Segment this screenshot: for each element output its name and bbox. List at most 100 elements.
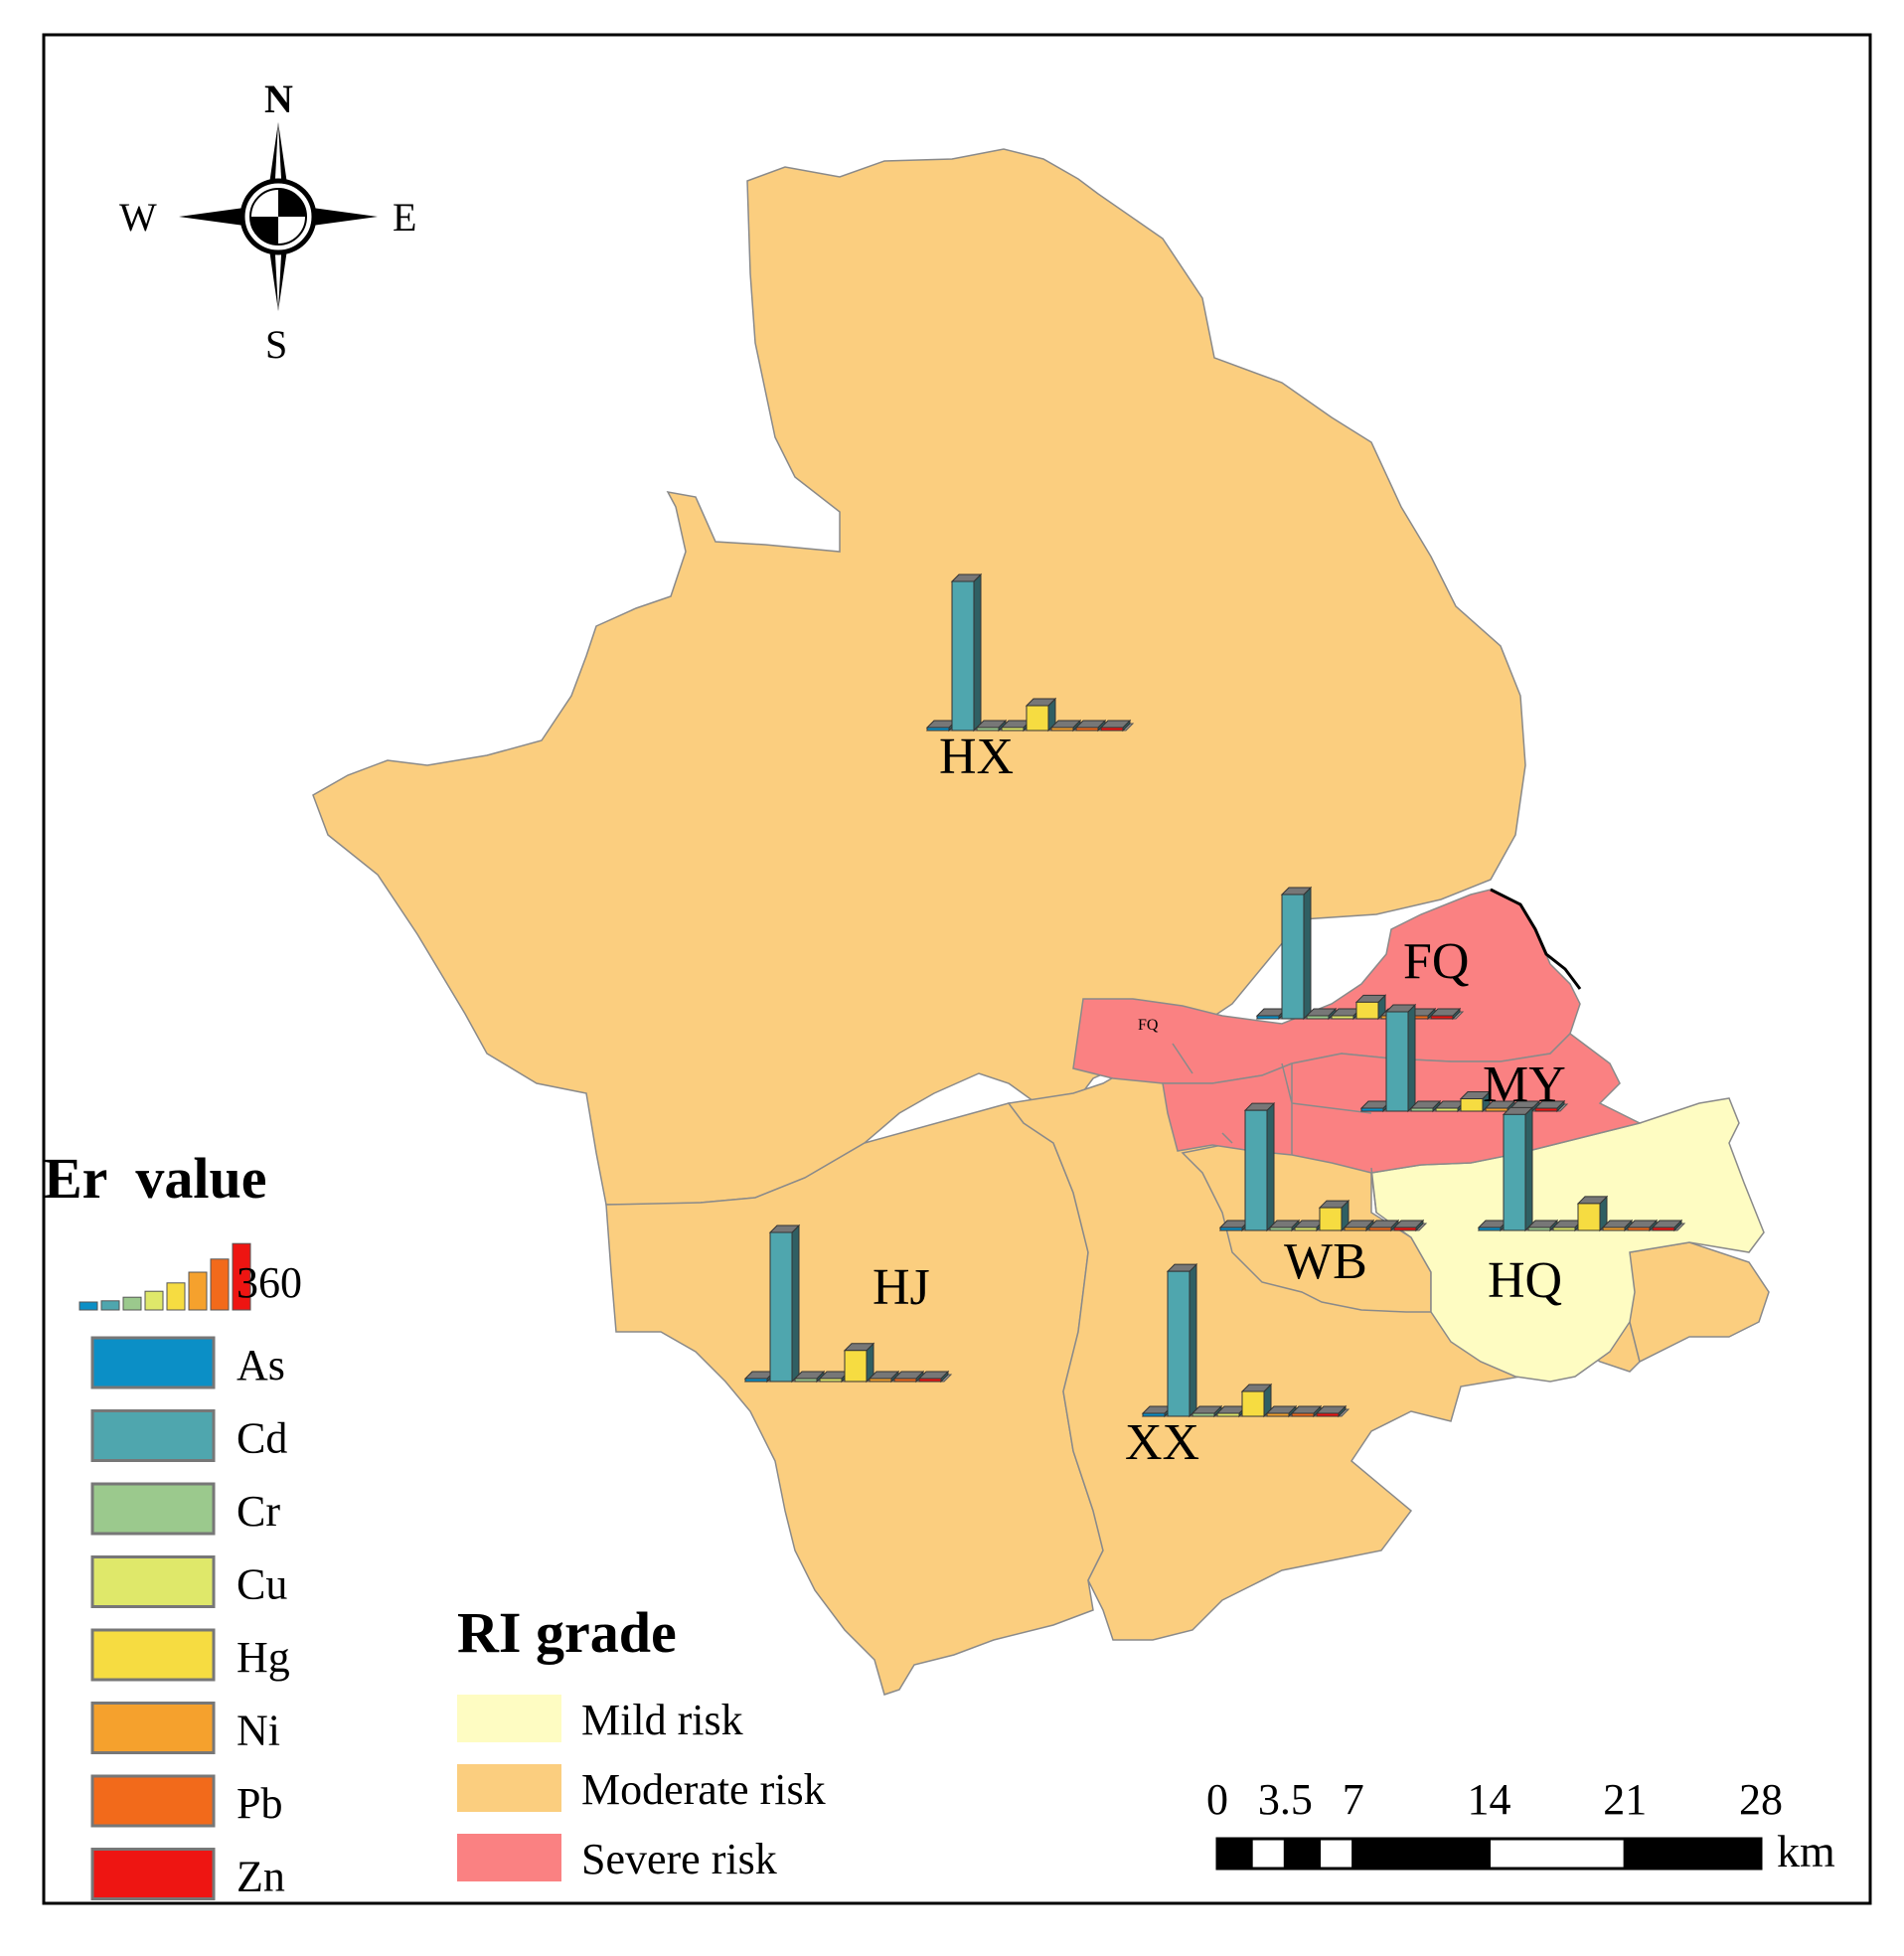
- scale-tick-label: 7: [1343, 1775, 1364, 1824]
- er-legend-item-as: As: [90, 1336, 285, 1389]
- bar-hx-zn: [1099, 719, 1132, 733]
- er-scale-bar-cr: [122, 1296, 142, 1311]
- er-swatch: [90, 1336, 216, 1389]
- district-label-wb: WB: [1284, 1233, 1367, 1290]
- bar-xx-cd: [1166, 1262, 1198, 1418]
- compass-west-label: W: [119, 195, 157, 240]
- er-legend-label: Zn: [237, 1853, 285, 1901]
- bar-hq-cr: [1526, 1219, 1559, 1232]
- er-scale-bar-as: [79, 1301, 98, 1311]
- ri-legend: RI grade Mild risk Moderate risk Severe ri…: [457, 1600, 826, 1883]
- er-swatch: [90, 1702, 216, 1754]
- scale-segment: [1249, 1837, 1287, 1871]
- er-scale-bar-hg: [166, 1282, 186, 1311]
- district-label-hq: HQ: [1488, 1252, 1562, 1309]
- bar-hq-pb: [1626, 1219, 1659, 1232]
- district-label-hx: HX: [939, 729, 1014, 785]
- bar-fq-cr: [1305, 1007, 1338, 1021]
- district-label-hj: HJ: [873, 1259, 930, 1316]
- er-legend-label: Ni: [237, 1707, 280, 1755]
- er-scale-icon: [79, 1242, 251, 1311]
- er-legend-title: Er value: [44, 1146, 267, 1211]
- er-legend-item-cu: Cu: [90, 1555, 287, 1609]
- er-scale-bar-ni: [188, 1271, 208, 1311]
- er-legend-item-ni: Ni: [90, 1702, 280, 1755]
- bar-wb-pb: [1367, 1219, 1400, 1232]
- scale-tick-label: 0: [1206, 1775, 1228, 1824]
- bar-hx-ni: [1049, 719, 1082, 733]
- compass-north-label: N: [264, 77, 293, 121]
- er-legend-label: Pb: [237, 1779, 282, 1828]
- bar-wb-cr: [1268, 1219, 1301, 1232]
- bar-hx-hg: [1025, 697, 1057, 733]
- scale-bar-unit: km: [1777, 1826, 1835, 1876]
- bar-xx-cr: [1190, 1404, 1223, 1418]
- bar-hj-zn: [917, 1370, 950, 1384]
- er-scale-bar-zn: [232, 1242, 251, 1311]
- bar-hq-zn: [1651, 1219, 1683, 1232]
- bar-hj-cr: [793, 1370, 826, 1384]
- bar-hq-ni: [1601, 1219, 1634, 1232]
- bar-my-hg: [1459, 1090, 1492, 1113]
- er-scale-max-label: 360: [237, 1258, 302, 1307]
- er-swatch: [90, 1409, 216, 1462]
- district-label-xx: XX: [1125, 1414, 1199, 1471]
- er-legend-label: Cd: [237, 1414, 287, 1463]
- scale-tick-label: 28: [1739, 1775, 1783, 1824]
- bar-fq-zn: [1429, 1007, 1462, 1021]
- compass-south-label: S: [265, 322, 287, 367]
- scale-segment: [1351, 1837, 1491, 1871]
- inset-label-fq: FQ: [1138, 1017, 1159, 1034]
- bar-xx-hg: [1240, 1383, 1273, 1418]
- compass-icon: [179, 122, 378, 311]
- ri-legend-items: Mild risk Moderate risk Severe risk: [457, 1695, 826, 1883]
- bar-fq-hg: [1354, 994, 1387, 1021]
- scale-segment: [1488, 1837, 1627, 1871]
- ri-legend-label: Mild risk: [581, 1696, 743, 1744]
- bar-wb-hg: [1318, 1199, 1350, 1232]
- bar-chart-hx: [925, 572, 1135, 733]
- scale-segment: [1283, 1837, 1322, 1871]
- bar-hj-pb: [892, 1370, 925, 1384]
- bar-hq-hg: [1576, 1195, 1609, 1232]
- bar-my-cd: [1384, 1003, 1417, 1113]
- er-legend-items: As Cd Cr Cu Hg Ni Pb Zn: [90, 1336, 290, 1901]
- er-legend-label: Hg: [237, 1633, 290, 1682]
- er-bar-charts: [743, 572, 1686, 1418]
- er-swatch: [90, 1482, 216, 1536]
- bar-xx-zn: [1315, 1404, 1348, 1418]
- er-legend: Er value 360 As Cd Cr Cu Hg Ni Pb Zn: [44, 1146, 302, 1901]
- district-label-fq: FQ: [1403, 933, 1469, 990]
- bar-my-zn: [1533, 1099, 1566, 1113]
- er-swatch: [90, 1848, 216, 1900]
- ri-legend-title: RI grade: [457, 1600, 677, 1665]
- er-legend-label: As: [237, 1341, 285, 1389]
- bar-wb-zn: [1392, 1219, 1425, 1232]
- internal-boundaries: [1172, 1043, 1377, 1214]
- scale-segment: [1318, 1837, 1355, 1871]
- ri-swatch: [457, 1764, 561, 1812]
- er-scale-bar-pb: [210, 1258, 230, 1311]
- ri-swatch: [457, 1834, 561, 1881]
- er-legend-label: Cr: [237, 1487, 280, 1536]
- bar-chart-wb: [1218, 1101, 1428, 1232]
- er-legend-item-cd: Cd: [90, 1409, 287, 1463]
- bar-chart-hq: [1477, 1106, 1686, 1232]
- scale-tick-label: 3.5: [1258, 1775, 1313, 1824]
- bar-hj-hg: [843, 1342, 875, 1384]
- bar-chart-xx: [1141, 1262, 1350, 1418]
- er-swatch: [90, 1628, 216, 1682]
- ri-legend-label: Severe risk: [581, 1835, 777, 1883]
- bar-hx-cd: [950, 572, 983, 733]
- district-labels: HX FQ MY WB HQ HJ XX FQ: [873, 729, 1566, 1471]
- bar-wb-ni: [1343, 1219, 1375, 1232]
- er-legend-label: Cu: [237, 1560, 287, 1609]
- bar-chart-hj: [743, 1223, 953, 1384]
- bar-hq-cd: [1502, 1106, 1534, 1232]
- fq-boundary-edge: [1490, 888, 1582, 990]
- bar-hj-cd: [768, 1223, 801, 1384]
- bar-fq-cd: [1280, 886, 1313, 1021]
- bar-hj-ni: [868, 1370, 900, 1384]
- bar-hx-cr: [975, 719, 1008, 733]
